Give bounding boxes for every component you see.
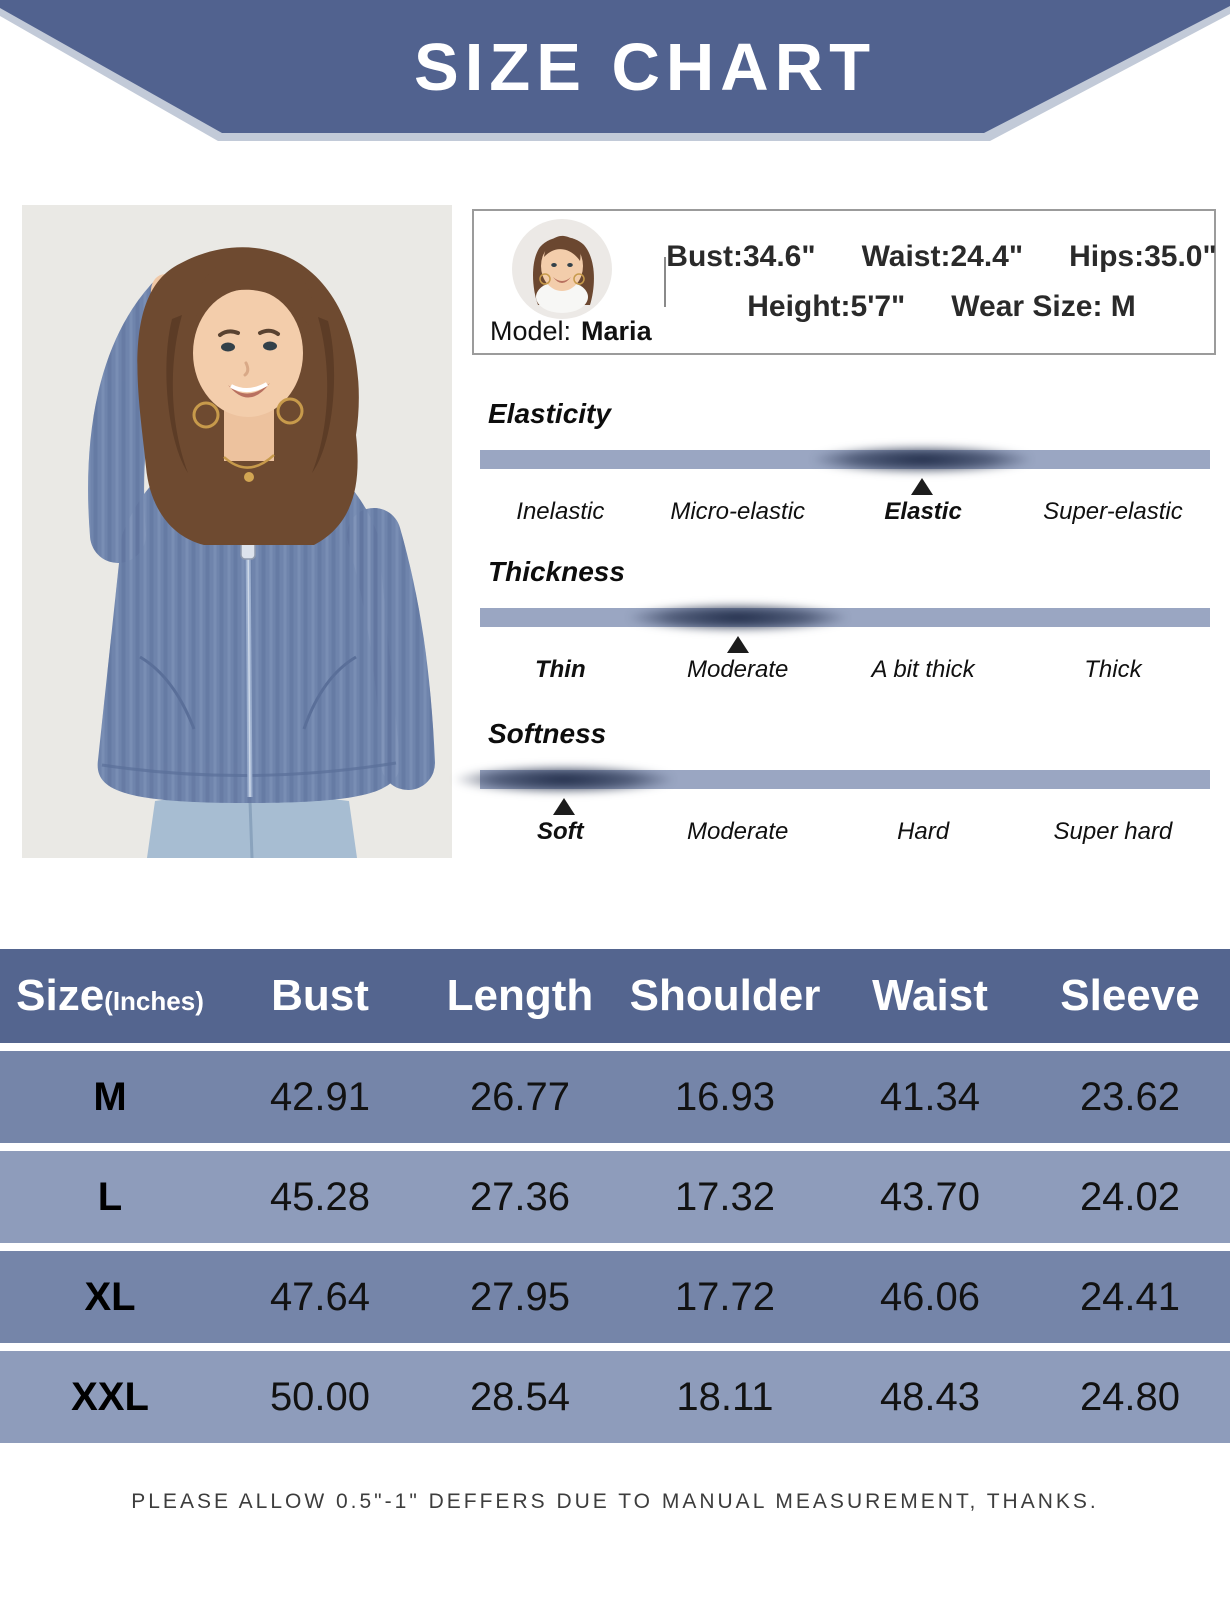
card-divider [664,257,666,307]
model-label: Model: [490,316,572,346]
size-value: XL [84,1274,136,1319]
sleeve-value: 23.62 [1079,1074,1181,1119]
shoulder-value: 18.11 [676,1374,774,1419]
scale-highlight [811,445,1032,474]
bust-value: 47.64 [269,1274,371,1319]
column-header-length: Length [446,971,594,1020]
scale-label: Thick [1084,656,1142,683]
scale-title: Thickness [488,556,625,587]
column-header-sleeve: Sleeve [1060,971,1200,1020]
column-header-waist: Waist [872,971,988,1020]
product-photo [22,205,452,859]
measurement-note: PLEASE ALLOW 0.5"-1" DEFFERS DUE TO MANU… [131,1490,1099,1513]
scale-bar [480,603,1210,632]
scale-label-selected: Elastic [884,498,962,525]
bust-value: 45.28 [269,1174,371,1219]
length-value: 28.54 [469,1374,571,1419]
size-value: L [97,1174,123,1219]
bust-value: 50.00 [269,1374,371,1419]
model-bust: Bust:34.6" [666,240,816,273]
scale-bar [480,445,1210,474]
table-row: M 42.91 26.77 16.93 41.34 23.62 [0,1051,1230,1143]
column-header-bust: Bust [271,971,369,1020]
size-unit: (Inches) [104,986,204,1016]
scale-title: Elasticity [488,398,611,429]
model-height: Height:5'7" [747,290,906,323]
shoulder-value: 16.93 [674,1074,776,1119]
model-hips: Hips:35.0" [1069,240,1217,273]
model-info-card: Model: Maria Bust:34.6" Waist:24.4" Hips:… [472,209,1217,355]
column-header-size: Size (Inches) [16,971,204,1020]
model-measurements: Bust:34.6" Waist:24.4" Hips:35.0" Height… [666,211,1216,353]
model-avatar [512,219,612,319]
scale-highlight [627,603,848,632]
scale-label: Inelastic [516,498,605,525]
scale-label: Moderate [686,818,789,845]
waist-value: 41.34 [879,1074,981,1119]
scale-label: Micro-elastic [670,498,806,525]
sleeve-value: 24.41 [1079,1274,1181,1319]
banner-ribbon-shape [0,0,1230,141]
model-waist: Waist:24.4" [861,240,1024,273]
waist-value: 43.70 [879,1174,981,1219]
triangle-marker-icon [552,798,575,815]
model-wear-size: Wear Size: M [951,290,1136,323]
scale-title: Softness [488,718,607,749]
scale-highlight [453,765,674,794]
table-row: XXL 50.00 28.54 18.11 48.43 24.80 [0,1351,1230,1443]
scale-label: Thin [534,656,586,683]
sleeve-value: 24.80 [1079,1374,1181,1419]
shoulder-value: 17.72 [674,1274,776,1319]
scale-label-selected: Moderate [686,656,789,683]
scale-elasticity: Elasticity Inelastic Micro-elastic Elast… [480,398,1210,548]
sleeve-value: 24.02 [1079,1174,1181,1219]
triangle-marker-icon [726,636,749,653]
table-row: XL 47.64 27.95 17.72 46.06 24.41 [0,1251,1230,1343]
column-header-shoulder: Shoulder [629,971,821,1020]
model-name: Maria [581,316,652,346]
scale-bar [453,765,1210,794]
scale-label-selected: Soft [536,818,584,845]
size-table-header: Size (Inches) Bust Length Shoulder Waist … [0,949,1230,1043]
length-value: 27.36 [469,1174,571,1219]
banner: SIZE CHART [0,0,1230,145]
waist-value: 46.06 [879,1274,981,1319]
scale-label: Super hard [1053,818,1173,845]
scale-label: Hard [897,818,950,845]
length-value: 26.77 [469,1074,571,1119]
waist-value: 48.43 [879,1374,981,1419]
size-value: M [93,1074,127,1119]
table-row: L 45.28 27.36 17.32 43.70 24.02 [0,1151,1230,1243]
scale-softness: Softness Soft Moderate Hard Super hard [453,718,1210,868]
length-value: 27.95 [469,1274,571,1319]
page-title: SIZE CHART [414,30,876,105]
shoulder-value: 17.32 [674,1174,776,1219]
scale-label: Super-elastic [1043,498,1183,525]
size-value: XXL [71,1374,149,1419]
model-name-line: Model: Maria [490,316,652,347]
scale-label: A bit thick [871,656,975,683]
size-table: Size (Inches) Bust Length Shoulder Waist … [0,949,1230,1443]
triangle-marker-icon [910,478,933,495]
scale-thickness: Thickness Thin Moderate A bit thick Thic… [480,556,1210,706]
bust-value: 42.91 [269,1074,371,1119]
